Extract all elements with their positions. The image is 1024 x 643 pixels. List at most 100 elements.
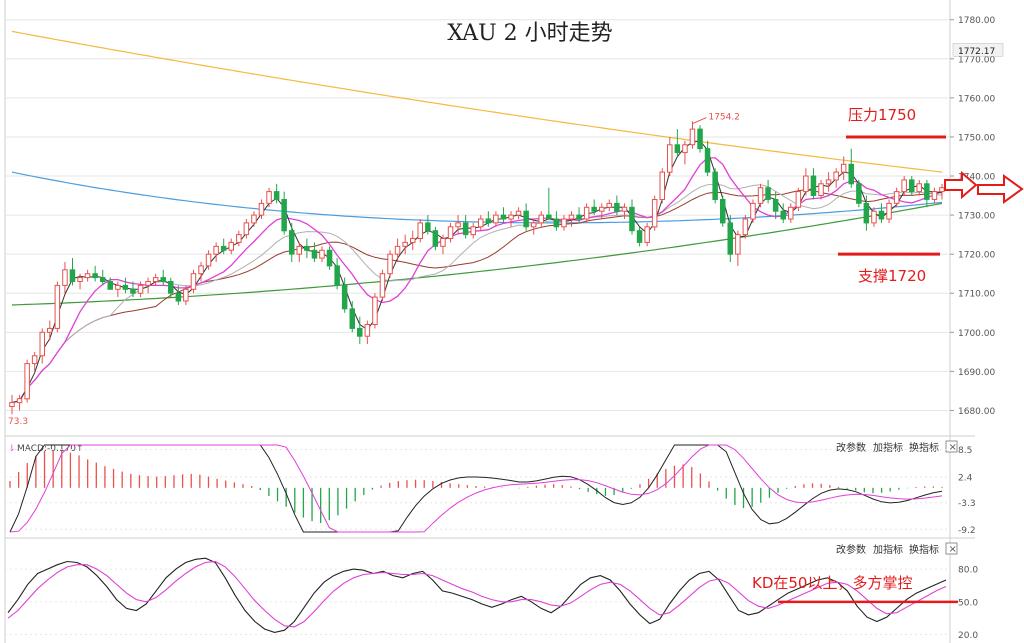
candle-body (341, 284, 348, 310)
price-tick-label: 1730.00 (958, 212, 995, 222)
macd-label: MACD:-0.170 (17, 444, 76, 454)
candle-body (803, 175, 809, 193)
candle-body (334, 265, 340, 286)
candle-body (462, 222, 469, 236)
candle-body (916, 183, 922, 193)
macd-tick-label: -3.3 (958, 499, 976, 509)
candle-body (576, 214, 582, 220)
macd-button-0[interactable]: 改参数 (836, 441, 866, 454)
candle-body (606, 202, 612, 208)
kd-tick-label: 20.0 (958, 631, 978, 641)
candle-body (289, 230, 295, 255)
candle-body (243, 222, 250, 236)
candle-body (62, 269, 68, 286)
candle-body (160, 277, 166, 283)
candle-body (878, 210, 885, 220)
candle-body (825, 179, 832, 185)
candle-body (130, 288, 136, 294)
macd-button-1[interactable]: 加指标 (873, 441, 903, 454)
price-tick-label: 1700.00 (958, 329, 995, 339)
ma-orange-line (11, 30, 943, 173)
chart-title: XAU 2 小时走势 (447, 21, 612, 46)
kd-close-icon[interactable]: × (949, 544, 957, 555)
kd-button-1[interactable]: 加指标 (873, 543, 903, 556)
candle-body (402, 241, 408, 247)
candle-body (16, 398, 23, 404)
candle-body (137, 284, 144, 294)
candle-body (54, 284, 61, 329)
candle-body (152, 277, 159, 283)
macd-close-box[interactable] (945, 440, 958, 453)
candle-body (447, 226, 454, 240)
candle-body (651, 199, 658, 228)
kd-note: KD在50以上，多方掌控 (752, 574, 912, 592)
candle-body (833, 171, 839, 181)
candle-body (538, 214, 544, 224)
resistance-label: 压力1750 (848, 106, 916, 124)
candle-body (470, 226, 476, 236)
candle-body (145, 281, 151, 286)
candle-body (924, 183, 930, 200)
candle-body (304, 245, 310, 251)
candle-body (674, 144, 681, 154)
kd-tick-label: 80.0 (958, 566, 978, 576)
candle-body (326, 249, 333, 267)
price-tick-label: 1720.00 (958, 251, 995, 261)
kd-button-0[interactable]: 改参数 (836, 543, 866, 556)
candle-body (372, 296, 378, 326)
kd-close-box[interactable] (945, 542, 958, 555)
candle-body (168, 281, 174, 294)
candle-body (591, 206, 597, 212)
macd-tick-label: -9.2 (958, 526, 976, 536)
price-tick-label: 1770.00 (958, 55, 995, 65)
candle-body (24, 363, 30, 400)
candle-body (122, 284, 129, 290)
macd-arrow-icon: ↑ (76, 444, 84, 454)
macd-tick-label: 2.4 (958, 474, 973, 484)
ma-magenta-line (11, 157, 943, 404)
current-price-box (952, 43, 1004, 57)
candle-body (765, 187, 771, 200)
low-label: 73.3 (8, 417, 28, 427)
macd-toggle-icon[interactable]: ↓ (8, 444, 16, 454)
candle-body (251, 214, 257, 224)
candle-body (500, 214, 507, 220)
candle-body (9, 402, 15, 408)
ma-blue-line (11, 171, 943, 224)
candle-body (939, 187, 945, 193)
kd-button-2[interactable]: 换指标 (909, 543, 939, 556)
candle-body (281, 199, 287, 232)
candle-body (115, 284, 121, 290)
candle-body (553, 218, 560, 228)
candle-body (644, 226, 650, 243)
candle-body (704, 148, 711, 173)
candle-body (931, 191, 938, 200)
candle-body (220, 245, 227, 251)
candle-body (636, 230, 643, 243)
candle-body (508, 214, 514, 220)
candle-body (682, 144, 688, 154)
macd-close-icon[interactable]: × (949, 442, 957, 453)
candle-body (485, 218, 492, 224)
candle-body (614, 202, 620, 212)
candle-body (909, 179, 915, 193)
price-tick-label: 1780.00 (958, 16, 995, 26)
candle-body (425, 222, 431, 232)
candle-body (757, 187, 764, 204)
candle-body (659, 171, 665, 201)
candle-body (31, 355, 38, 365)
candle-body (856, 183, 862, 204)
candle-body (47, 327, 53, 333)
price-tick-label: 1680.00 (958, 407, 995, 417)
price-tick-label: 1750.00 (958, 133, 995, 143)
macd-button-2[interactable]: 换指标 (909, 441, 939, 454)
candle-body (599, 206, 605, 212)
candle-body (697, 128, 703, 150)
candle-body (568, 214, 575, 220)
candle-body (175, 292, 182, 302)
candle-body (311, 249, 318, 259)
candle-body (213, 245, 219, 255)
candle-body (530, 222, 537, 228)
candle-body (863, 202, 870, 224)
candle-body (523, 210, 529, 228)
